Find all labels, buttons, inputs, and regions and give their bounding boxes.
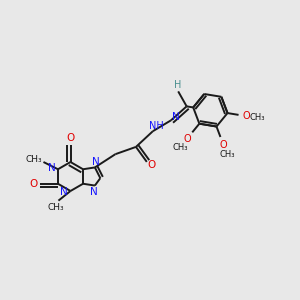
Text: H: H (174, 80, 181, 91)
Text: N: N (60, 188, 68, 197)
Text: N: N (48, 163, 56, 173)
Text: CH₃: CH₃ (250, 113, 265, 122)
Text: N: N (92, 157, 100, 166)
Text: O: O (29, 179, 38, 189)
Text: CH₃: CH₃ (47, 202, 64, 211)
Text: CH₃: CH₃ (219, 150, 235, 159)
Text: N: N (89, 187, 97, 197)
Text: O: O (243, 111, 250, 121)
Text: O: O (66, 133, 75, 143)
Text: O: O (147, 160, 155, 170)
Text: O: O (183, 134, 191, 144)
Text: NH: NH (149, 121, 164, 131)
Text: CH₃: CH₃ (172, 143, 188, 152)
Text: N: N (172, 112, 180, 122)
Text: O: O (220, 140, 227, 150)
Text: CH₃: CH₃ (26, 155, 42, 164)
